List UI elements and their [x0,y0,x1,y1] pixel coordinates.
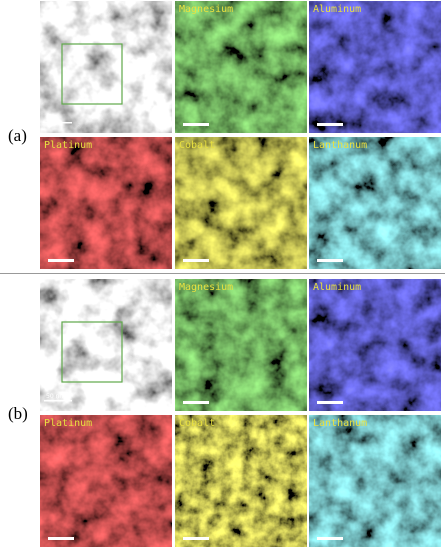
map-label: Lanthanum [313,418,367,429]
element-map [40,415,172,547]
map-label: Aluminum [313,4,361,15]
panel-label: (b) [8,404,28,423]
element-map [40,137,172,269]
grayscale-image [40,1,172,133]
scale-bar [183,259,209,262]
scale-bar [183,401,209,404]
map-label: Magnesium [179,282,233,293]
map-label: Cobalt [179,140,215,151]
scale-bar [48,537,74,540]
element-map [175,137,307,269]
map-label: Aluminum [313,282,361,293]
scale-label: 50 nm [46,393,65,400]
scale-bar [317,537,343,540]
element-map [175,415,307,547]
map-label: Magnesium [179,4,233,15]
scale-bar [317,123,343,126]
scale-label: 50 [46,115,54,122]
map-label: Lanthanum [313,140,367,151]
map-label: Platinum [44,140,92,151]
scale-bar [48,259,74,262]
element-map [309,137,441,269]
element-map [309,1,441,133]
element-map [309,415,441,547]
grayscale-image [40,279,172,411]
scale-bar [317,259,343,262]
scale-bar [317,401,343,404]
map-label: Cobalt [179,418,215,429]
scale-bar [183,537,209,540]
panel-label: (a) [8,126,27,145]
map-label: Platinum [44,418,92,429]
element-map [175,279,307,411]
element-map [175,1,307,133]
element-map [309,279,441,411]
scale-bar [183,123,209,126]
